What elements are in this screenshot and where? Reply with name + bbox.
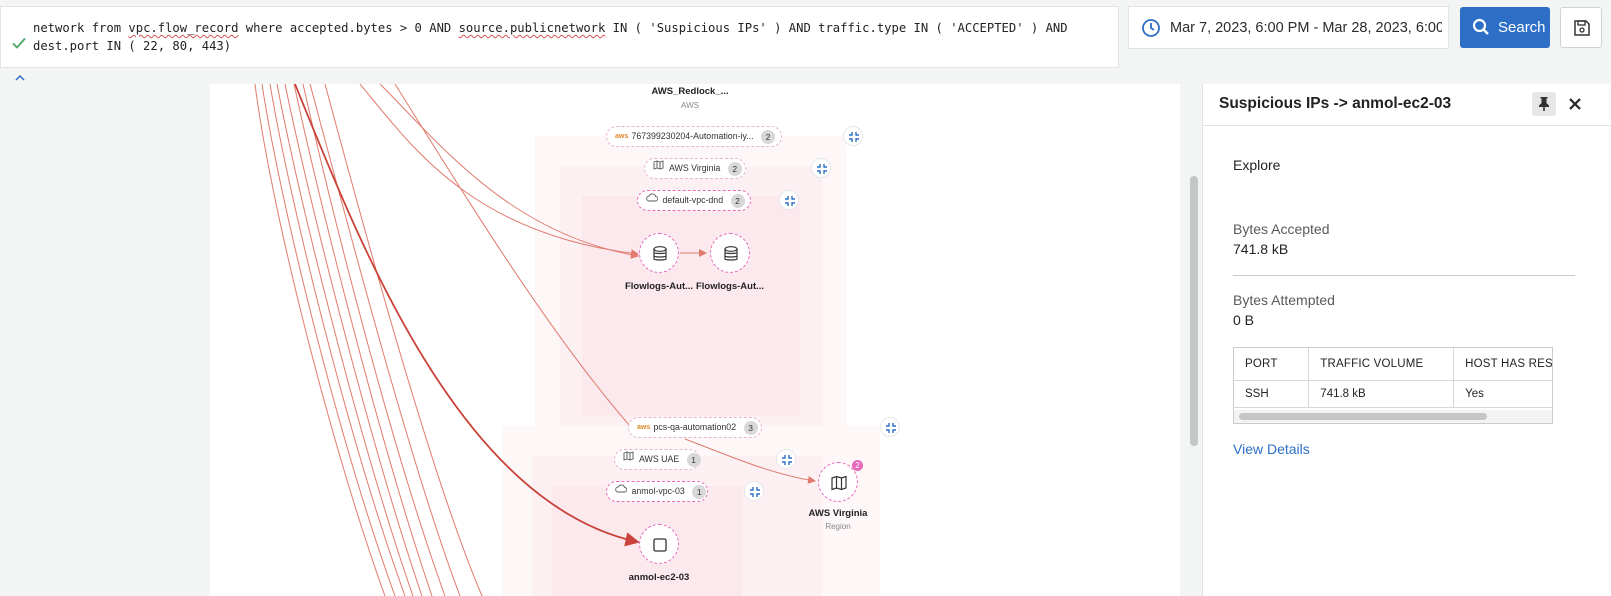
canvas-scroll-thumb[interactable]: [1190, 176, 1198, 446]
region-node-badge: 2: [852, 460, 863, 471]
table-horizontal-scrollbar[interactable]: [1234, 410, 1552, 423]
port-table: PORT TRAFFIC VOLUME HOST HAS RESI SSH 74…: [1233, 347, 1553, 424]
account-pill-2[interactable]: aws pcs-qa-automation02 3: [628, 417, 762, 438]
vpc-pill-1[interactable]: default-vpc-dnd 2: [637, 190, 751, 211]
date-range-value: Mar 7, 2023, 6:00 PM - Mar 28, 2023, 6:0…: [1170, 20, 1442, 36]
cloud-type-label: AWS: [681, 101, 699, 110]
region-pill-1[interactable]: AWS Virginia 2: [644, 158, 746, 179]
view-details-link[interactable]: View Details: [1233, 441, 1310, 457]
cloud-icon: [646, 191, 660, 210]
count-badge: 2: [761, 129, 776, 144]
vpc-pill-label: anmol-vpc-03: [631, 486, 685, 496]
count-badge: 1: [692, 484, 707, 499]
table-cell: SSH: [1234, 380, 1310, 408]
instance-node[interactable]: [639, 524, 679, 564]
pin-button[interactable]: [1532, 92, 1556, 116]
collapse-group-button[interactable]: [776, 449, 796, 469]
node-label: anmol-ec2-03: [628, 572, 690, 583]
instance-icon: [653, 538, 667, 552]
table-header-row: PORT TRAFFIC VOLUME HOST HAS RESI: [1234, 348, 1552, 381]
close-button[interactable]: [1564, 93, 1586, 115]
region-node-label: AWS Virginia: [808, 508, 868, 519]
collapse-icon: [849, 132, 859, 142]
count-badge: 3: [743, 420, 758, 435]
divider: [1233, 275, 1575, 276]
count-badge: 1: [686, 452, 701, 467]
network-graph-canvas[interactable]: AWS_Redlock_... AWS aws 767399230204-Aut…: [210, 84, 1180, 596]
cloud-label: AWS_Redlock_...: [651, 86, 729, 97]
collapse-icon: [750, 487, 760, 497]
graph-edges: [254, 84, 880, 596]
map-icon: [831, 475, 847, 491]
collapse-icon: [817, 164, 827, 174]
bytes-accepted-value: 741.8 kB: [1233, 241, 1289, 257]
table-cell: 741.8 kB: [1308, 380, 1455, 408]
account-pill-label: pcs-qa-automation02: [653, 422, 737, 432]
account-pill-label: 767399230204-Automation-iy...: [631, 131, 754, 141]
bytes-attempted-value: 0 B: [1233, 312, 1255, 328]
account-pill-1[interactable]: aws 767399230204-Automation-iy... 2: [606, 126, 782, 147]
collapse-group-button[interactable]: [843, 126, 863, 146]
region-pill-2[interactable]: AWS UAE 1: [614, 449, 701, 470]
count-badge: 2: [727, 161, 742, 176]
count-badge: 2: [730, 193, 745, 208]
search-icon: [1472, 18, 1489, 35]
database-icon: [724, 246, 738, 261]
vpc-pill-2[interactable]: anmol-vpc-03 1: [606, 481, 708, 502]
bytes-attempted-label: Bytes Attempted: [1233, 292, 1335, 308]
database-node-1[interactable]: [639, 233, 679, 273]
collapse-icon: [886, 423, 896, 433]
table-row: SSH 741.8 kB Yes: [1234, 380, 1552, 408]
column-header[interactable]: PORT: [1234, 348, 1310, 381]
panel-header: Suspicious IPs -> anmol-ec2-03: [1203, 84, 1611, 126]
map-icon: [623, 450, 637, 469]
aws-icon: aws: [637, 424, 651, 432]
canvas-scrollbar[interactable]: [1188, 84, 1200, 596]
query-input[interactable]: network from vpc.flow_record where accep…: [0, 6, 1119, 68]
region-node-sublabel: Region: [825, 522, 851, 531]
close-icon: [1569, 98, 1581, 110]
table-scroll-thumb[interactable]: [1239, 413, 1487, 420]
collapse-group-button[interactable]: [779, 190, 799, 210]
save-icon: [1574, 20, 1590, 36]
database-icon: [653, 246, 667, 261]
search-button[interactable]: Search: [1460, 7, 1550, 48]
aws-icon: aws: [615, 133, 629, 141]
node-label: Flowlogs-Aut...: [624, 281, 694, 292]
check-icon: [12, 37, 26, 49]
collapse-group-button[interactable]: [744, 481, 764, 501]
collapse-icon: [785, 196, 795, 206]
clock-icon: [1142, 19, 1160, 37]
top-bar: network from vpc.flow_record where accep…: [0, 0, 1611, 81]
region-pill-label: AWS UAE: [638, 454, 680, 464]
cloud-icon: [615, 482, 629, 501]
date-range-picker[interactable]: Mar 7, 2023, 6:00 PM - Mar 28, 2023, 6:0…: [1128, 6, 1449, 49]
node-label: Flowlogs-Aut...: [695, 281, 765, 292]
collapse-icon: [782, 455, 792, 465]
pin-icon: [1539, 97, 1549, 111]
vpc-pill-label: default-vpc-dnd: [662, 195, 724, 205]
column-header[interactable]: TRAFFIC VOLUME: [1308, 348, 1455, 381]
search-button-label: Search: [1498, 19, 1546, 36]
chevron-up-icon[interactable]: [13, 72, 27, 84]
query-text[interactable]: network from vpc.flow_record where accep…: [33, 21, 1075, 53]
save-button[interactable]: [1560, 7, 1602, 48]
explore-link[interactable]: Explore: [1233, 157, 1281, 173]
database-node-2[interactable]: [710, 233, 750, 273]
region-pill-label: AWS Virginia: [668, 163, 721, 173]
map-icon: [653, 159, 667, 178]
region-node[interactable]: [818, 462, 858, 502]
table-cell: Yes: [1453, 380, 1552, 408]
column-header[interactable]: HOST HAS RESI: [1453, 348, 1552, 381]
panel-title: Suspicious IPs -> anmol-ec2-03: [1219, 95, 1452, 112]
collapse-group-button[interactable]: [811, 158, 831, 178]
collapse-group-button[interactable]: [880, 417, 900, 437]
bytes-accepted-label: Bytes Accepted: [1233, 221, 1330, 237]
details-panel: Suspicious IPs -> anmol-ec2-03 Explore B…: [1202, 84, 1611, 596]
